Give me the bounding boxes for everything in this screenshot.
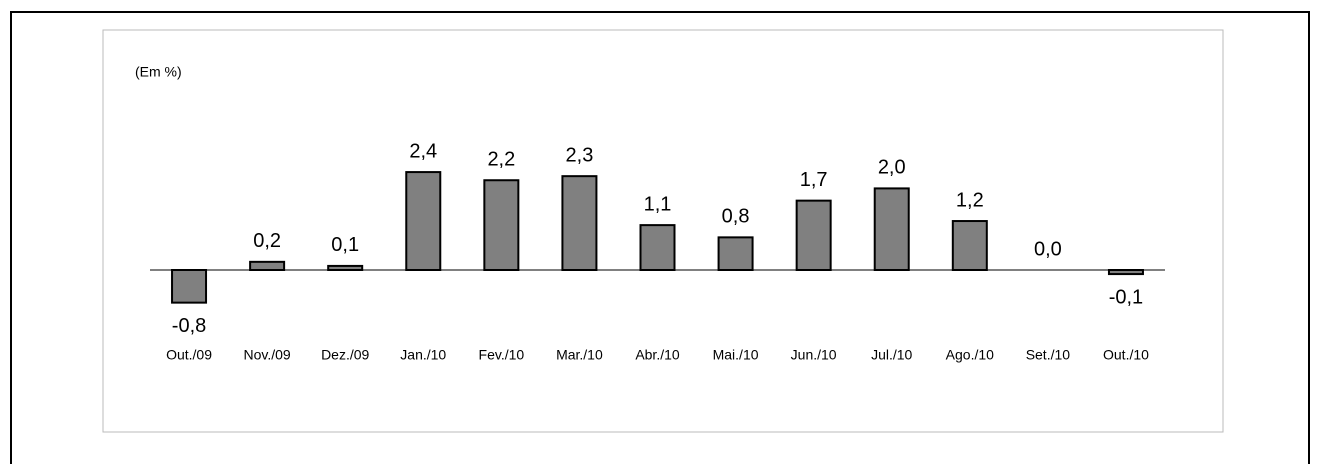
x-tick-label: Out./10 <box>1103 347 1149 363</box>
bar <box>249 260 286 271</box>
bar <box>327 264 364 272</box>
x-tick-label: Jun./10 <box>791 347 837 363</box>
bar <box>795 199 832 271</box>
bar <box>639 224 676 271</box>
value-label: 2,3 <box>566 144 594 166</box>
value-label: -0,8 <box>172 315 206 337</box>
value-label: 0,0 <box>1034 238 1062 260</box>
x-tick-label: Out./09 <box>166 347 212 363</box>
bar <box>405 171 442 271</box>
x-tick-label: Nov./09 <box>244 347 291 363</box>
x-tick-label: Jul./10 <box>871 347 912 363</box>
value-label: 0,1 <box>331 234 359 256</box>
value-label: 1,2 <box>956 189 984 211</box>
value-label: 2,4 <box>409 140 437 162</box>
value-label: -0,1 <box>1109 286 1143 308</box>
bar <box>1107 269 1144 276</box>
x-tick-label: Set./10 <box>1026 347 1071 363</box>
value-label: 1,1 <box>644 193 672 215</box>
bar <box>483 179 520 272</box>
x-tick-label: Jan./10 <box>400 347 446 363</box>
bar <box>561 175 598 271</box>
bar <box>171 269 208 304</box>
plot-frame <box>102 29 1224 433</box>
value-label: 0,2 <box>253 230 281 252</box>
x-tick-label: Dez./09 <box>321 347 369 363</box>
unit-label: (Em %) <box>135 64 182 80</box>
bar <box>951 220 988 271</box>
value-label: 2,2 <box>487 149 515 171</box>
value-label: 1,7 <box>800 169 828 191</box>
value-label: 2,0 <box>878 157 906 179</box>
bar <box>717 236 754 271</box>
x-tick-label: Fev./10 <box>479 347 525 363</box>
outer-frame <box>10 11 1310 464</box>
value-label: 0,8 <box>722 206 750 228</box>
x-tick-label: Mar./10 <box>556 347 603 363</box>
bar <box>873 187 910 271</box>
x-tick-label: Ago./10 <box>946 347 994 363</box>
x-tick-label: Mai./10 <box>713 347 759 363</box>
x-tick-label: Abr./10 <box>635 347 680 363</box>
